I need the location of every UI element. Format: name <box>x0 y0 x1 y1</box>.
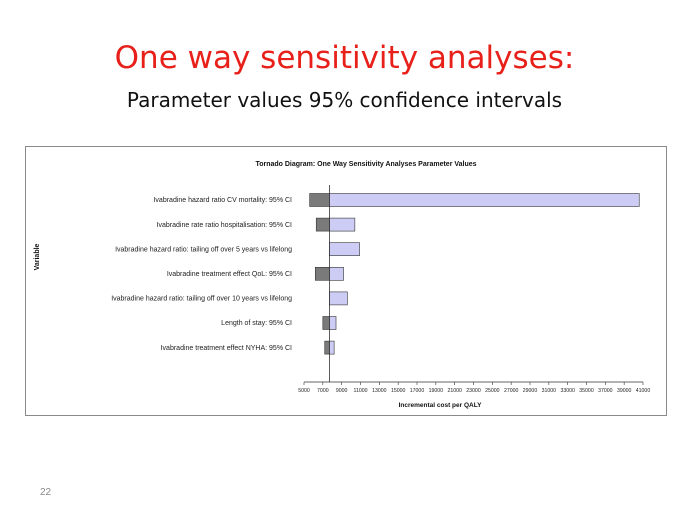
x-tick-label: 19000 <box>429 388 444 394</box>
low-value-bar <box>309 193 330 207</box>
x-tick-label: 13000 <box>372 388 387 394</box>
x-tick-label: 41000 <box>636 388 651 394</box>
variable-label: Ivabradine hazard ratio CV mortality: 95… <box>153 197 292 204</box>
low-value-bar <box>315 217 330 232</box>
variable-label: Length of stay: 95% CI <box>221 320 292 327</box>
high-value-bar <box>329 267 344 281</box>
tornado-chart: Tornado Diagram: One Way Sensitivity Ana… <box>25 146 667 416</box>
x-tick-label: 37000 <box>598 388 613 394</box>
x-tick-label: 11000 <box>353 388 367 394</box>
high-value-bar <box>329 193 640 207</box>
variable-label: Ivabradine hazard ratio: tailing off ove… <box>115 246 292 253</box>
slide-title: One way sensitivity analyses: <box>114 40 575 76</box>
x-tick-label: 27000 <box>504 388 519 394</box>
variable-label: Ivabradine treatment effect QoL: 95% CI <box>167 271 292 278</box>
x-tick-label: 39000 <box>617 388 632 394</box>
high-value-bar <box>329 291 348 306</box>
x-tick-label: 35000 <box>579 388 594 394</box>
x-tick-label: 23000 <box>466 388 481 394</box>
x-tick-label: 33000 <box>560 388 575 394</box>
x-tick-label: 25000 <box>485 388 500 394</box>
tornado-chart-svg: Tornado Diagram: One Way Sensitivity Ana… <box>34 161 650 409</box>
low-value-bar <box>322 316 330 330</box>
variable-label: Ivabradine rate ratio hospitalisation: 9… <box>157 222 292 229</box>
low-value-bar <box>314 267 330 281</box>
high-value-bar <box>329 340 335 355</box>
high-value-bar <box>329 316 337 330</box>
high-value-bar <box>329 217 356 232</box>
x-tick-label: 15000 <box>391 388 406 394</box>
variable-label: Ivabradine hazard ratio: tailing off ove… <box>111 296 292 303</box>
slide-subtitle: Parameter values 95% confidence interval… <box>126 88 563 112</box>
x-tick-label: 7000 <box>317 388 329 394</box>
x-axis-label: Incremental cost per QALY <box>399 402 483 409</box>
x-tick-label: 17000 <box>410 388 425 394</box>
chart-marks: 5000 7000 9000 11000 13000 15000 17000 19000 210… <box>111 185 650 394</box>
variable-label: Ivabradine treatment effect NYHA: 95% CI <box>161 345 292 352</box>
x-tick-label: 21000 <box>447 388 462 394</box>
x-tick-label: 5000 <box>298 388 310 394</box>
slide-number: 22 <box>40 487 52 498</box>
high-value-bar <box>329 242 360 256</box>
x-tick-label: 31000 <box>542 388 557 394</box>
y-axis-label: Variable <box>34 243 41 270</box>
chart-title: Tornado Diagram: One Way Sensitivity Ana… <box>255 161 476 168</box>
x-tick-label: 29000 <box>523 388 538 394</box>
x-tick-label: 9000 <box>336 388 348 394</box>
low-value-bar <box>324 340 330 355</box>
